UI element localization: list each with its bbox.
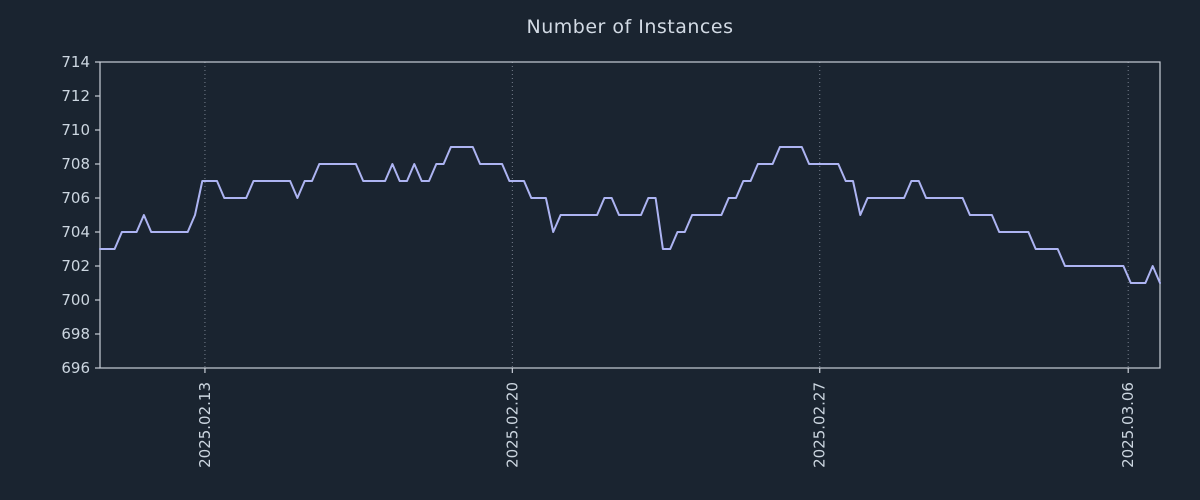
x-tick-label: 2025.02.20: [503, 382, 521, 468]
y-tick-label: 700: [61, 291, 90, 309]
y-tick-label: 706: [61, 189, 90, 207]
y-tick-label: 714: [61, 53, 90, 71]
x-tick-label: 2025.02.13: [196, 382, 214, 468]
y-tick-label: 708: [61, 155, 90, 173]
y-tick-label: 696: [61, 359, 90, 377]
plot-border: [99, 61, 1161, 369]
x-tick-label: 2025.02.27: [811, 382, 829, 468]
y-tick-label: 710: [61, 121, 90, 139]
y-tick-label: 698: [61, 325, 90, 343]
y-tick-label: 704: [61, 223, 90, 241]
x-tick-label: 2025.03.06: [1119, 382, 1137, 468]
data-line: [99, 146, 1161, 284]
y-tick-label: 702: [61, 257, 90, 275]
y-tick-label: 712: [61, 87, 90, 105]
chart-title: Number of Instances: [526, 16, 734, 38]
